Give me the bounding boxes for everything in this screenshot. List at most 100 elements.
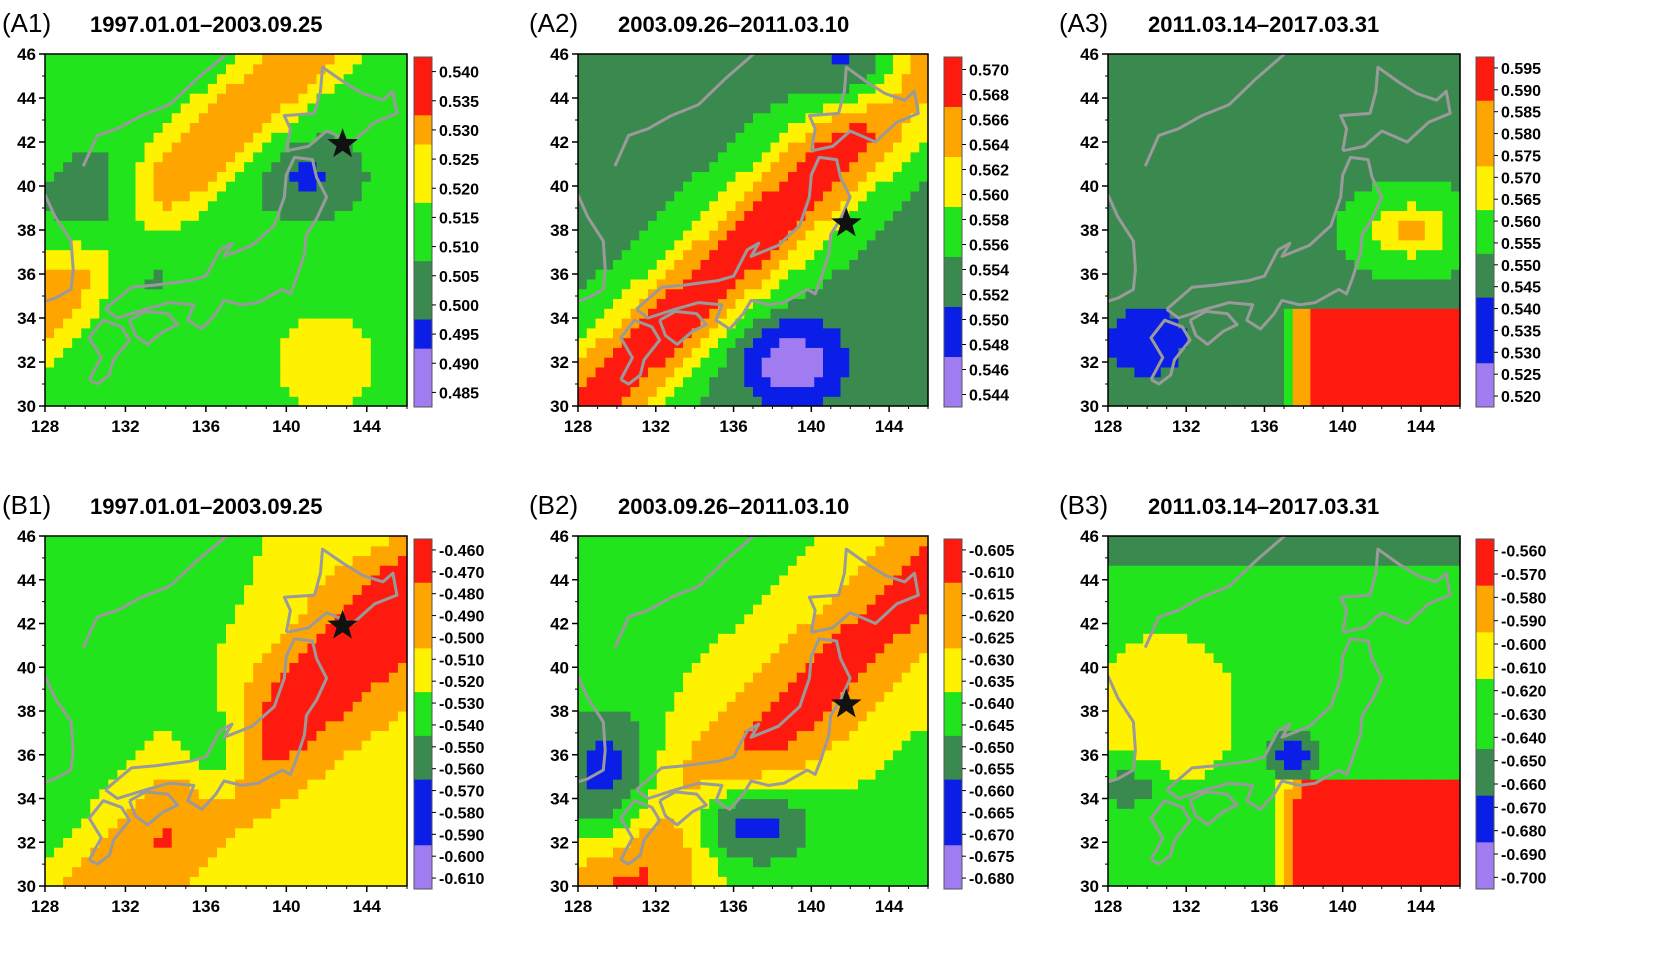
heatmap-cell <box>831 122 842 133</box>
heatmap-cell <box>1213 376 1223 388</box>
heatmap-cell <box>1213 63 1223 75</box>
heatmap-cell <box>235 73 245 84</box>
heatmap-cell <box>171 161 182 172</box>
heatmap-cell <box>1398 122 1408 133</box>
heatmap-cell <box>1354 230 1364 241</box>
heatmap-cell <box>1451 357 1461 368</box>
heatmap-cell <box>280 249 290 260</box>
heatmap-cell <box>1108 161 1118 172</box>
heatmap-cell <box>108 200 118 212</box>
heatmap-cell <box>718 200 728 212</box>
heatmap-cell <box>81 122 91 133</box>
x-tick-label: 140 <box>797 417 825 436</box>
heatmap-cell <box>779 210 789 221</box>
heatmap-cell <box>289 181 299 192</box>
heatmap-cell <box>621 151 632 163</box>
heatmap-cell <box>674 181 684 192</box>
heatmap-cell <box>1416 278 1426 290</box>
heatmap-cell <box>72 536 82 547</box>
heatmap-cell <box>656 122 667 133</box>
heatmap-cell <box>54 691 64 702</box>
heatmap-cell <box>144 73 155 84</box>
heatmap-cell <box>1169 239 1179 251</box>
heatmap-cell <box>108 817 118 829</box>
heatmap-cell <box>54 239 64 251</box>
heatmap-cell <box>753 112 763 124</box>
heatmap-cell <box>805 63 815 75</box>
heatmap-cell <box>1319 347 1329 358</box>
heatmap-cell <box>656 142 667 153</box>
heatmap-cell <box>621 278 632 290</box>
heatmap-cell <box>325 259 336 270</box>
heatmap-cell <box>63 259 73 270</box>
heatmap-cell <box>117 230 128 241</box>
colorbar-label: 0.570 <box>1501 170 1541 187</box>
heatmap-cell <box>379 200 390 212</box>
heatmap-cell <box>1257 210 1267 221</box>
heatmap-cell <box>700 220 710 231</box>
heatmap-cell <box>1398 269 1408 280</box>
heatmap-cell <box>735 357 745 368</box>
heatmap-cell <box>1116 54 1127 65</box>
y-tick-label: 32 <box>17 353 36 372</box>
heatmap-cell <box>298 278 309 290</box>
heatmap-cell <box>1231 308 1241 319</box>
heatmap-cell <box>1178 376 1188 388</box>
heatmap-cell <box>117 347 128 358</box>
heatmap-cell <box>770 112 780 124</box>
heatmap-cell <box>578 132 588 143</box>
heatmap-cell <box>1284 54 1294 65</box>
heatmap-cell <box>54 386 64 397</box>
heatmap-cell <box>893 220 903 231</box>
heatmap-cell <box>1116 73 1127 84</box>
heatmap-cell <box>325 200 336 212</box>
heatmap-cell <box>81 269 91 280</box>
heatmap-cell <box>1407 142 1417 153</box>
heatmap-cell <box>779 327 789 339</box>
heatmap-cell <box>866 132 877 143</box>
heatmap-cell <box>1310 151 1320 163</box>
heatmap-cell <box>1160 122 1171 133</box>
heatmap-cell <box>45 837 55 848</box>
heatmap-cell <box>370 357 381 368</box>
heatmap-cell <box>1380 366 1391 378</box>
heatmap-cell <box>1354 161 1364 172</box>
heatmap-cell <box>207 102 218 114</box>
heatmap-cell <box>135 171 146 182</box>
heatmap-cell <box>316 327 327 339</box>
heatmap-cell <box>1398 308 1408 319</box>
heatmap-cell <box>325 337 336 348</box>
heatmap-cell <box>90 210 100 221</box>
heatmap-cell <box>761 366 772 378</box>
heatmap-cell <box>198 249 209 260</box>
heatmap-cell <box>1345 112 1355 124</box>
heatmap-cell <box>316 54 327 65</box>
heatmap-cell <box>108 740 118 751</box>
heatmap-cell <box>849 337 859 348</box>
heatmap-cell <box>280 269 290 280</box>
heatmap-cell <box>1301 151 1311 163</box>
heatmap-cell <box>613 327 623 339</box>
heatmap-cell <box>54 288 64 300</box>
heatmap-cell <box>875 386 885 397</box>
heatmap-cell <box>630 288 640 300</box>
heatmap-cell <box>162 190 173 202</box>
heatmap-cell <box>334 327 345 339</box>
heatmap-cell <box>1345 102 1355 114</box>
heatmap-cell <box>858 308 868 319</box>
heatmap-cell <box>1222 83 1232 94</box>
heatmap-cell <box>753 230 763 241</box>
heatmap-cell <box>744 239 754 251</box>
heatmap-cell <box>665 269 675 280</box>
heatmap-cell <box>753 269 763 280</box>
heatmap-cell <box>1292 210 1303 221</box>
heatmap-cell <box>831 376 842 388</box>
heatmap-cell <box>700 190 710 202</box>
heatmap-cell <box>45 662 55 673</box>
heatmap-cell <box>744 190 754 202</box>
heatmap-cell <box>1363 122 1373 133</box>
heatmap-cell <box>893 210 903 221</box>
heatmap-cell <box>849 210 859 221</box>
heatmap-cell <box>578 278 588 290</box>
heatmap-cell <box>1328 308 1338 319</box>
